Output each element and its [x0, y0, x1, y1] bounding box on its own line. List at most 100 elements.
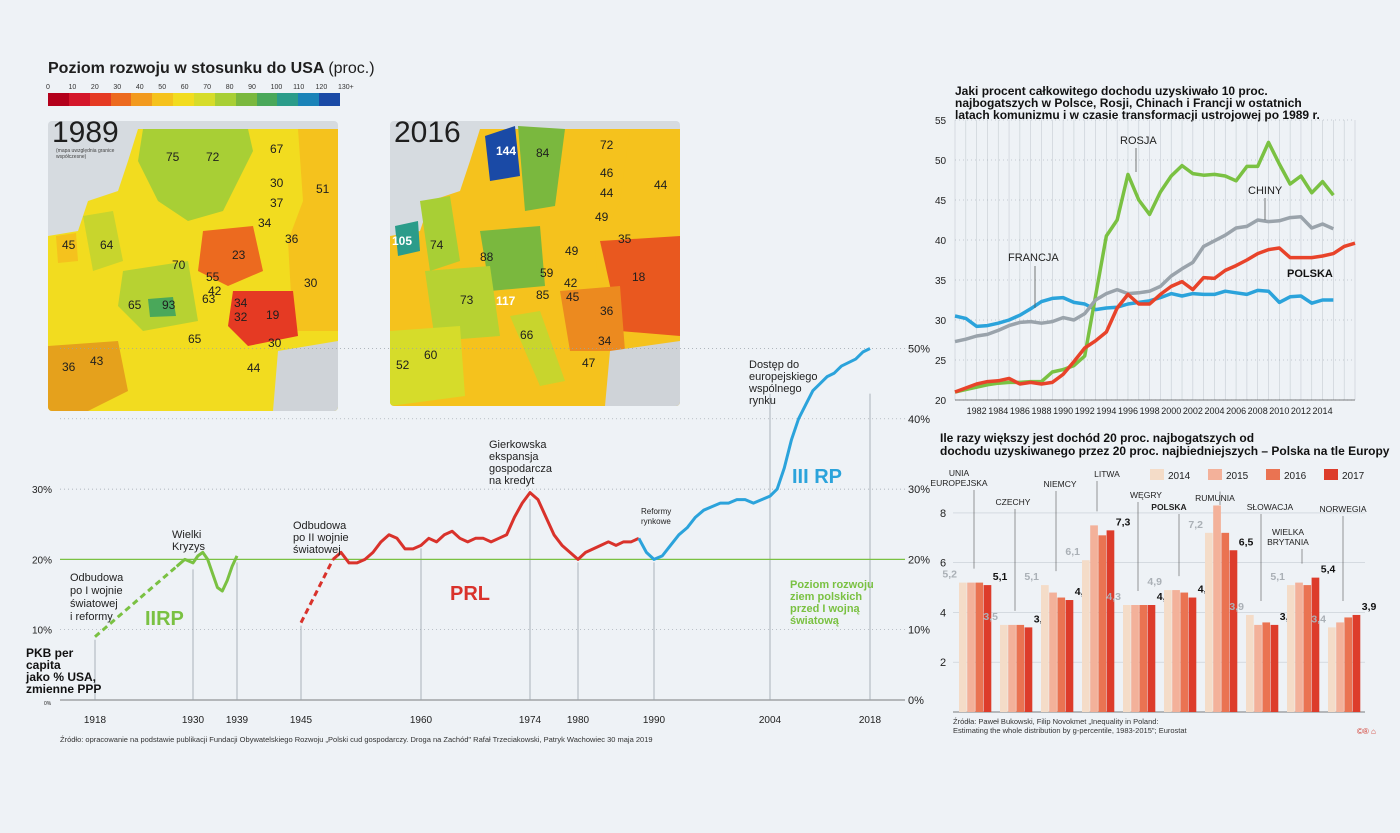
bar-category-label-6-0: RUMUNIA — [1195, 493, 1235, 503]
income-y-tick: 20 — [935, 396, 947, 407]
income-x-tick: 2012 — [1291, 406, 1311, 416]
gdp-annotation-0-line-2: światowej — [70, 598, 118, 610]
map-2016-value: 49 — [565, 244, 579, 258]
gdp-x-tick: 1960 — [410, 715, 433, 726]
income-x-tick: 1994 — [1096, 406, 1116, 416]
bar-y-tick: 6 — [940, 558, 946, 570]
map-2016-value: 66 — [520, 328, 534, 342]
income-y-tick: 25 — [935, 356, 947, 367]
map-1989-value: 30 — [270, 176, 284, 190]
map-2016-value: 44 — [654, 178, 668, 192]
gdp-annotation-2-line-2: światowej — [293, 544, 341, 556]
map-1989-romania-region — [228, 291, 298, 346]
gdp-series-line-III RP — [637, 347, 871, 561]
bar-category-label-4-0: WĘGRY — [1130, 490, 1162, 500]
bar-8-2 — [1303, 585, 1312, 712]
income-x-tick: 1996 — [1118, 406, 1138, 416]
income-x-tick: 1982 — [967, 406, 987, 416]
bar-0-0 — [959, 582, 967, 712]
bar-category-label-5-0: POLSKA — [1151, 502, 1186, 512]
gdp-period-label: IIRP — [145, 608, 184, 630]
map-1989-ireland — [56, 233, 78, 263]
gdp-annotation-0-line-1: po I wojnie — [70, 585, 123, 597]
legend-swatch — [89, 93, 111, 106]
legend-swatch — [214, 93, 236, 106]
bar-7-2 — [1262, 622, 1271, 712]
map-2016-value: 144 — [496, 144, 516, 158]
legend-swatch — [152, 93, 174, 106]
income-share-chart: Jaki procent całkowitego dochodu uzyskiw… — [935, 84, 1356, 416]
map-1989-value: 65 — [128, 298, 142, 312]
bar-value-last: 5,1 — [993, 571, 1008, 583]
income-x-tick: 1984 — [988, 406, 1008, 416]
bar-value-first: 5,1 — [1270, 571, 1285, 583]
bar-2-3 — [1065, 600, 1074, 712]
gdp-series-line-IIRP — [175, 550, 239, 593]
legend-swatch — [131, 93, 153, 106]
legend-tick-label: 40 — [135, 84, 144, 91]
map-1989-year: 1989 — [52, 116, 119, 149]
map-1989-value: 43 — [90, 354, 104, 368]
gdp-y-tick-right: 10% — [908, 625, 930, 637]
bar-8-1 — [1295, 582, 1303, 712]
map-1989-centre — [118, 261, 198, 331]
map-1989-value: 64 — [100, 238, 114, 252]
legend-tick-label: 80 — [225, 84, 234, 91]
map-1989-south-east-land — [273, 341, 338, 411]
bar-legend-label: 2016 — [1284, 471, 1307, 482]
bar-value-first: 3,9 — [1229, 601, 1244, 613]
map-2016-britain — [420, 196, 460, 271]
bar-3-3 — [1106, 530, 1115, 712]
bar-6-0 — [1205, 532, 1213, 712]
map-1989-value: 32 — [234, 310, 248, 324]
income-x-tick: 1990 — [1053, 406, 1073, 416]
map-1989-value: 36 — [285, 232, 299, 246]
map-1989-value: 19 — [266, 308, 280, 322]
gdp-y-tick-left: 30% — [32, 485, 52, 496]
map-1989-value: 55 — [206, 270, 220, 284]
legend-tick-label: 100 — [270, 84, 283, 91]
map-1989-value: 42 — [208, 284, 222, 298]
gdp-y-tick-right: 40% — [908, 414, 930, 426]
bar-7-3 — [1270, 624, 1279, 712]
bar-9-3 — [1352, 614, 1361, 712]
legend-tick-label: 50 — [158, 84, 167, 91]
bar-y-tick: 4 — [940, 607, 946, 619]
map-2016-value: 105 — [392, 234, 412, 248]
bar-legend-swatch — [1266, 469, 1280, 480]
bar-2-2 — [1057, 597, 1066, 712]
gdp-annotation-6-line-3: światową — [790, 615, 840, 627]
bar-value-last: 5,4 — [1321, 564, 1336, 576]
gdp-series-line-PRL — [332, 491, 640, 565]
gdp-annotation-6-line-2: przed I wojną — [790, 603, 861, 615]
gdp-annotation-6-line-1: ziem polskich — [790, 591, 862, 603]
gdp-annotation-2-line-1: po II wojnie — [293, 532, 349, 544]
bar-y-tick: 2 — [940, 657, 946, 669]
bar-5-1 — [1172, 590, 1180, 712]
gdp-y-tick-left: 20% — [32, 555, 52, 566]
gdp-series-dashed-PRL — [299, 558, 335, 624]
legend-swatch — [110, 93, 132, 106]
map-1989-value: 75 — [166, 150, 180, 164]
map-1989-value: 37 — [270, 196, 284, 210]
bar-2-0 — [1041, 585, 1049, 712]
legend-tick-label: 20 — [90, 84, 99, 91]
legend-tick-label: 120 — [315, 84, 328, 91]
bar-category-label-2-0: NIEMCY — [1043, 479, 1076, 489]
map-2016-value: 36 — [600, 304, 614, 318]
map-2016-labels: 144 84 72 46 44 44 49 35 105 74 88 49 18 59 42 73 117 85 4… — [392, 138, 668, 372]
map-2016-value: 34 — [598, 334, 612, 348]
income-y-tick: 30 — [935, 316, 947, 327]
gdp-ylabel-line-3: zmienne PPP — [26, 682, 101, 696]
bar-2-1 — [1049, 592, 1057, 712]
gdp-annotation-2-line-0: Odbudowa — [293, 520, 347, 532]
bar-category-label-3-0: LITWA — [1094, 469, 1120, 479]
bar-category-label-0-0: UNIA — [949, 468, 970, 478]
map-1989-note: (mapa uwzględnia granice współczesne) — [56, 148, 115, 160]
gdp-y-tick-right: 30% — [908, 484, 930, 496]
source-right: Źródła: Paweł Bukowski, Filip Novokmet „… — [953, 717, 1187, 735]
income-series-line-FRANCJA — [954, 288, 1334, 329]
legend-tick-label: 60 — [180, 84, 189, 91]
map-1989-alps — [148, 297, 176, 317]
gdp-ylabel-line-0: PKB per — [26, 646, 74, 660]
